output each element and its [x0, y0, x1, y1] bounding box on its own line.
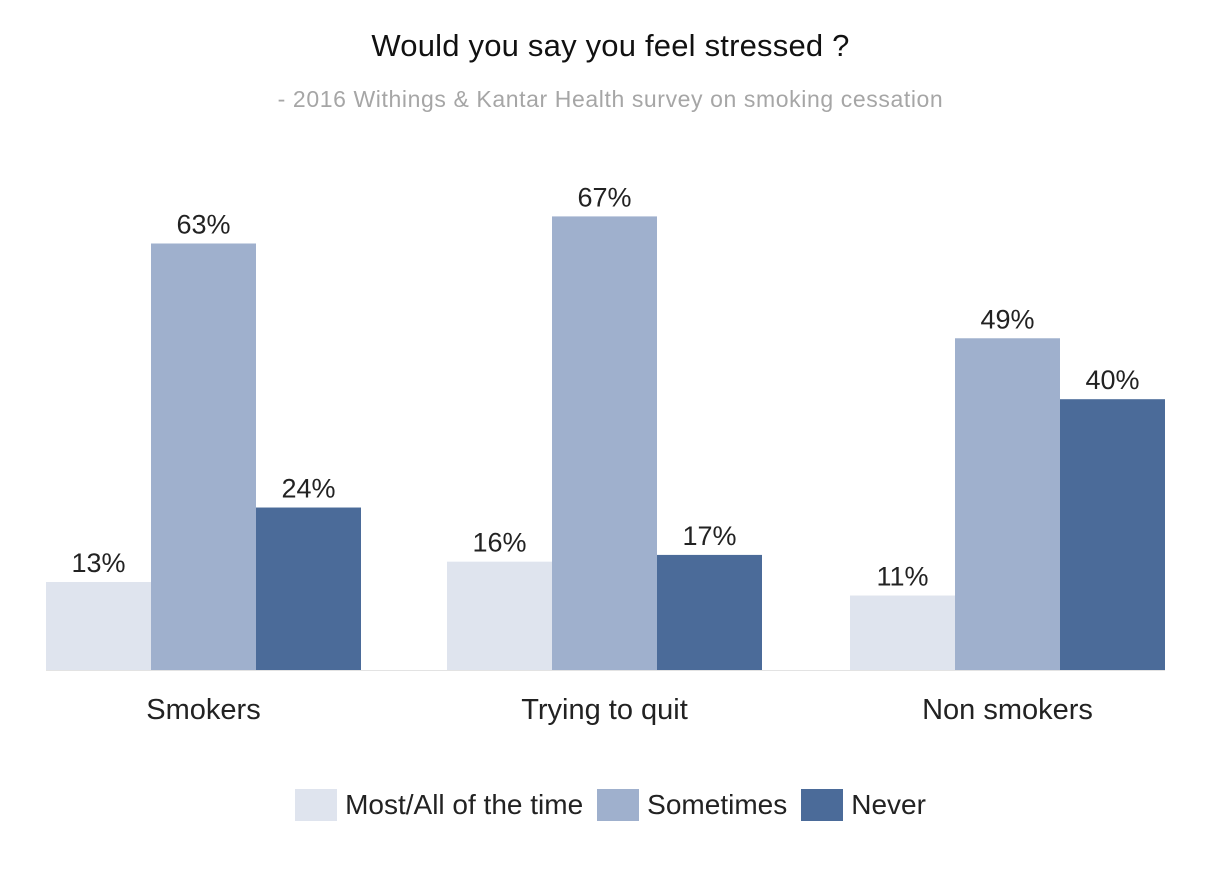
bar-non-smokers-sometimes	[955, 338, 1060, 670]
legend-item-never: Never	[801, 789, 926, 821]
data-label-non-smokers-sometimes: 49%	[980, 304, 1034, 334]
bar-non-smokers-never	[1060, 399, 1165, 670]
data-label-trying-to-quit-never: 17%	[682, 521, 736, 551]
data-label-non-smokers-most-all-of-the-time: 11%	[876, 562, 928, 592]
data-label-non-smokers-never: 40%	[1085, 365, 1139, 395]
chart-title: Would you say you feel stressed ?	[371, 28, 850, 63]
data-label-trying-to-quit-sometimes: 67%	[577, 182, 631, 212]
legend-swatch-sometimes	[597, 789, 640, 821]
legend-item-most-all: Most/All of the time	[295, 789, 583, 821]
legend-label-sometimes: Sometimes	[647, 789, 788, 820]
x-tick-label-non-smokers: Non smokers	[922, 694, 1093, 726]
data-label-trying-to-quit-most-all-of-the-time: 16%	[472, 528, 526, 558]
legend: Most/All of the time Sometimes Never	[0, 789, 1221, 821]
x-tick-label-trying-to-quit: Trying to quit	[521, 694, 688, 726]
data-label-smokers-never: 24%	[281, 474, 335, 504]
x-tick-label-smokers: Smokers	[146, 694, 260, 726]
legend-item-sometimes: Sometimes	[597, 789, 787, 821]
legend-label-most-all: Most/All of the time	[345, 789, 584, 820]
bar-trying-to-quit-sometimes	[552, 216, 657, 670]
legend-swatch-most-all	[295, 789, 338, 821]
bar-smokers-never	[256, 507, 361, 670]
bar-smokers-sometimes	[151, 243, 256, 671]
bar-trying-to-quit-never	[657, 554, 762, 670]
bar-trying-to-quit-most-all-of-the-time	[447, 561, 552, 670]
legend-swatch-never	[801, 789, 844, 821]
bar-smokers-most-all-of-the-time	[46, 581, 151, 670]
chart-subtitle: - 2016 Withings & Kantar Health survey o…	[277, 86, 944, 112]
data-label-smokers-sometimes: 63%	[176, 209, 230, 239]
bar-non-smokers-most-all-of-the-time	[850, 595, 955, 670]
legend-label-never: Never	[851, 789, 926, 820]
data-label-smokers-most-all-of-the-time: 13%	[71, 548, 125, 578]
